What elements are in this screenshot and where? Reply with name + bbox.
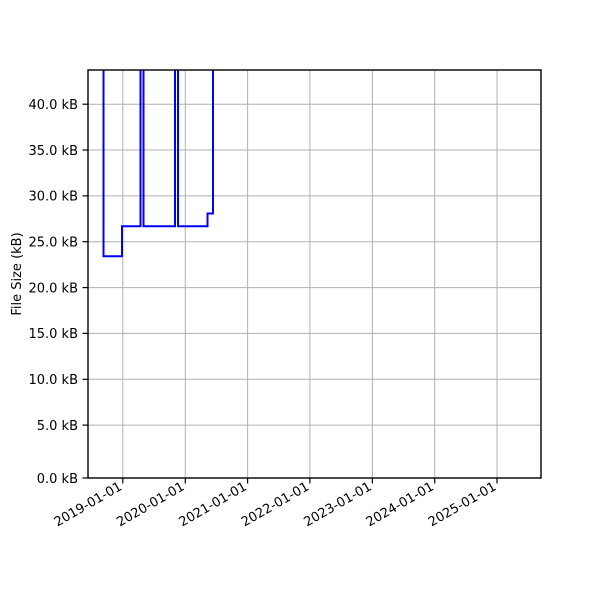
y-tick-labels: 0.0 kB 5.0 kB 10.0 kB 15.0 kB 20.0 kB 25… [28,98,78,487]
y-axis-title: File Size (kB) [10,232,25,315]
y-tick-label: 40.0 kB [28,98,78,113]
y-tick-label: 25.0 kB [28,236,78,251]
x-tick-marks [122,478,498,484]
y-tick-label: 30.0 kB [28,190,78,205]
y-tick-marks [82,103,88,479]
y-tick-label: 5.0 kB [37,419,78,434]
x-gridlines [122,70,498,478]
data-series-file-size [102,70,214,258]
axes-frame [87,69,542,479]
y-tick-label: 0.0 kB [37,472,78,487]
y-tick-label: 35.0 kB [28,144,78,159]
y-tick-label: 10.0 kB [28,373,78,388]
y-tick-label: 20.0 kB [28,281,78,296]
y-tick-label: 15.0 kB [28,327,78,342]
plot-area-background [88,70,541,478]
y-gridlines [88,103,541,426]
